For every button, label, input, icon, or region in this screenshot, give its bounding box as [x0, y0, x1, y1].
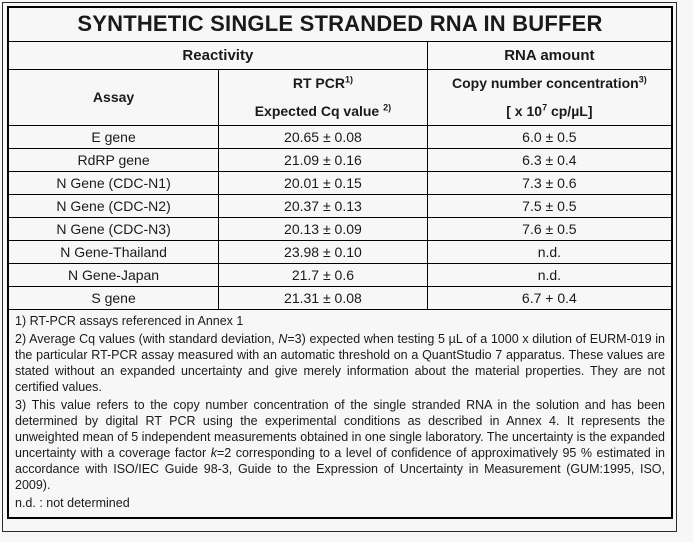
group-header-rna-amount: RNA amount: [426, 40, 673, 70]
column-header-rt-pcr: RT PCR1) Expected Cq value 2): [218, 68, 428, 126]
footnote-3-italic-k: k: [210, 445, 217, 460]
footnote-3-pre: 3) This value refers to the copy number …: [15, 397, 665, 460]
unit-exponent: 7: [542, 102, 548, 113]
footnote-nd-legend: n.d. : not determined: [15, 495, 130, 510]
expected-cq-text: Expected Cq value: [254, 103, 384, 119]
copy-number-label: Copy number concentration3): [432, 74, 667, 92]
copies-cell: n.d.: [426, 262, 673, 287]
rt-pcr-text: RT PCR: [292, 75, 345, 91]
column-header-assay: Assay: [7, 68, 220, 126]
copies-cell: 7.6 ± 0.5: [426, 216, 673, 241]
cq-cell: 20.01 ± 0.15: [218, 170, 428, 195]
footnote-2: 2) Average Cq values (with standard devi…: [15, 331, 665, 395]
rt-pcr-label: RT PCR1): [223, 74, 423, 92]
assay-cell: N Gene (CDC-N1): [7, 170, 220, 195]
footnotes-row: 1) RT-PCR assays referenced in Annex 1 2…: [7, 308, 673, 518]
assay-cell: N Gene-Thailand: [7, 239, 220, 264]
footnote-3-post: =2 corresponding to a level of confidenc…: [15, 445, 665, 492]
unit-pre: [ x 10: [506, 103, 543, 119]
table-row: E gene 20.65 ± 0.08 6.0 ± 0.5: [7, 124, 673, 149]
footnote-ref-2: 2): [383, 102, 392, 113]
assay-cell: S gene: [7, 285, 220, 310]
footnotes-section: 1) RT-PCR assays referenced in Annex 1 2…: [7, 308, 673, 518]
title-row: SYNTHETIC SINGLE STRANDED RNA IN BUFFER: [7, 6, 673, 42]
cq-cell: 20.65 ± 0.08: [218, 124, 428, 149]
footnote-2-post: =3) expected when testing 5 µL of a 1000…: [15, 331, 665, 394]
cq-cell: 20.37 ± 0.13: [218, 193, 428, 218]
expected-cq-label: Expected Cq value 2): [223, 102, 423, 120]
unit-label: [ x 107 cp/µL]: [432, 102, 667, 120]
group-header-reactivity: Reactivity: [7, 40, 428, 70]
cq-cell: 21.09 ± 0.16: [218, 147, 428, 172]
cq-cell: 21.7 ± 0.6: [218, 262, 428, 287]
footnote-2-pre: 2) Average Cq values (with standard devi…: [15, 331, 279, 346]
table-row: S gene 21.31 ± 0.08 6.7 + 0.4: [7, 285, 673, 310]
copies-cell: 7.3 ± 0.6: [426, 170, 673, 195]
cq-cell: 20.13 ± 0.09: [218, 216, 428, 241]
page-frame: SYNTHETIC SINGLE STRANDED RNA IN BUFFER …: [2, 2, 677, 532]
page-title: SYNTHETIC SINGLE STRANDED RNA IN BUFFER: [7, 6, 673, 42]
footnote-ref-1: 1): [344, 74, 353, 85]
table-row: RdRP gene 21.09 ± 0.16 6.3 ± 0.4: [7, 147, 673, 172]
unit-post: cp/µL]: [547, 103, 593, 119]
copies-cell: 6.0 ± 0.5: [426, 124, 673, 149]
copy-number-text: Copy number concentration: [452, 75, 639, 91]
table-row: N Gene (CDC-N1) 20.01 ± 0.15 7.3 ± 0.6: [7, 170, 673, 195]
copies-cell: 6.7 + 0.4: [426, 285, 673, 310]
cq-cell: 23.98 ± 0.10: [218, 239, 428, 264]
assay-cell: N Gene (CDC-N3): [7, 216, 220, 241]
table-row: N Gene-Japan 21.7 ± 0.6 n.d.: [7, 262, 673, 287]
assay-cell: RdRP gene: [7, 147, 220, 172]
footnote-3: 3) This value refers to the copy number …: [15, 397, 665, 493]
copies-cell: 6.3 ± 0.4: [426, 147, 673, 172]
footnote-ref-3: 3): [638, 74, 647, 85]
document-table: SYNTHETIC SINGLE STRANDED RNA IN BUFFER …: [7, 6, 673, 519]
table-row: N Gene (CDC-N3) 20.13 ± 0.09 7.6 ± 0.5: [7, 216, 673, 241]
assay-cell: E gene: [7, 124, 220, 149]
copies-cell: n.d.: [426, 239, 673, 264]
footnote-2-italic-n: N: [278, 331, 288, 346]
table-row: N Gene-Thailand 23.98 ± 0.10 n.d.: [7, 239, 673, 264]
column-header-row: Assay RT PCR1) Expected Cq value 2) Copy…: [7, 68, 673, 126]
assay-cell: N Gene (CDC-N2): [7, 193, 220, 218]
copies-cell: 7.5 ± 0.5: [426, 193, 673, 218]
table-row: N Gene (CDC-N2) 20.37 ± 0.13 7.5 ± 0.5: [7, 193, 673, 218]
footnote-1: 1) RT-PCR assays referenced in Annex 1: [15, 313, 244, 328]
assay-cell: N Gene-Japan: [7, 262, 220, 287]
column-header-copy-number: Copy number concentration3) [ x 107 cp/µ…: [426, 68, 673, 126]
cq-cell: 21.31 ± 0.08: [218, 285, 428, 310]
group-header-row: Reactivity RNA amount: [7, 40, 673, 70]
